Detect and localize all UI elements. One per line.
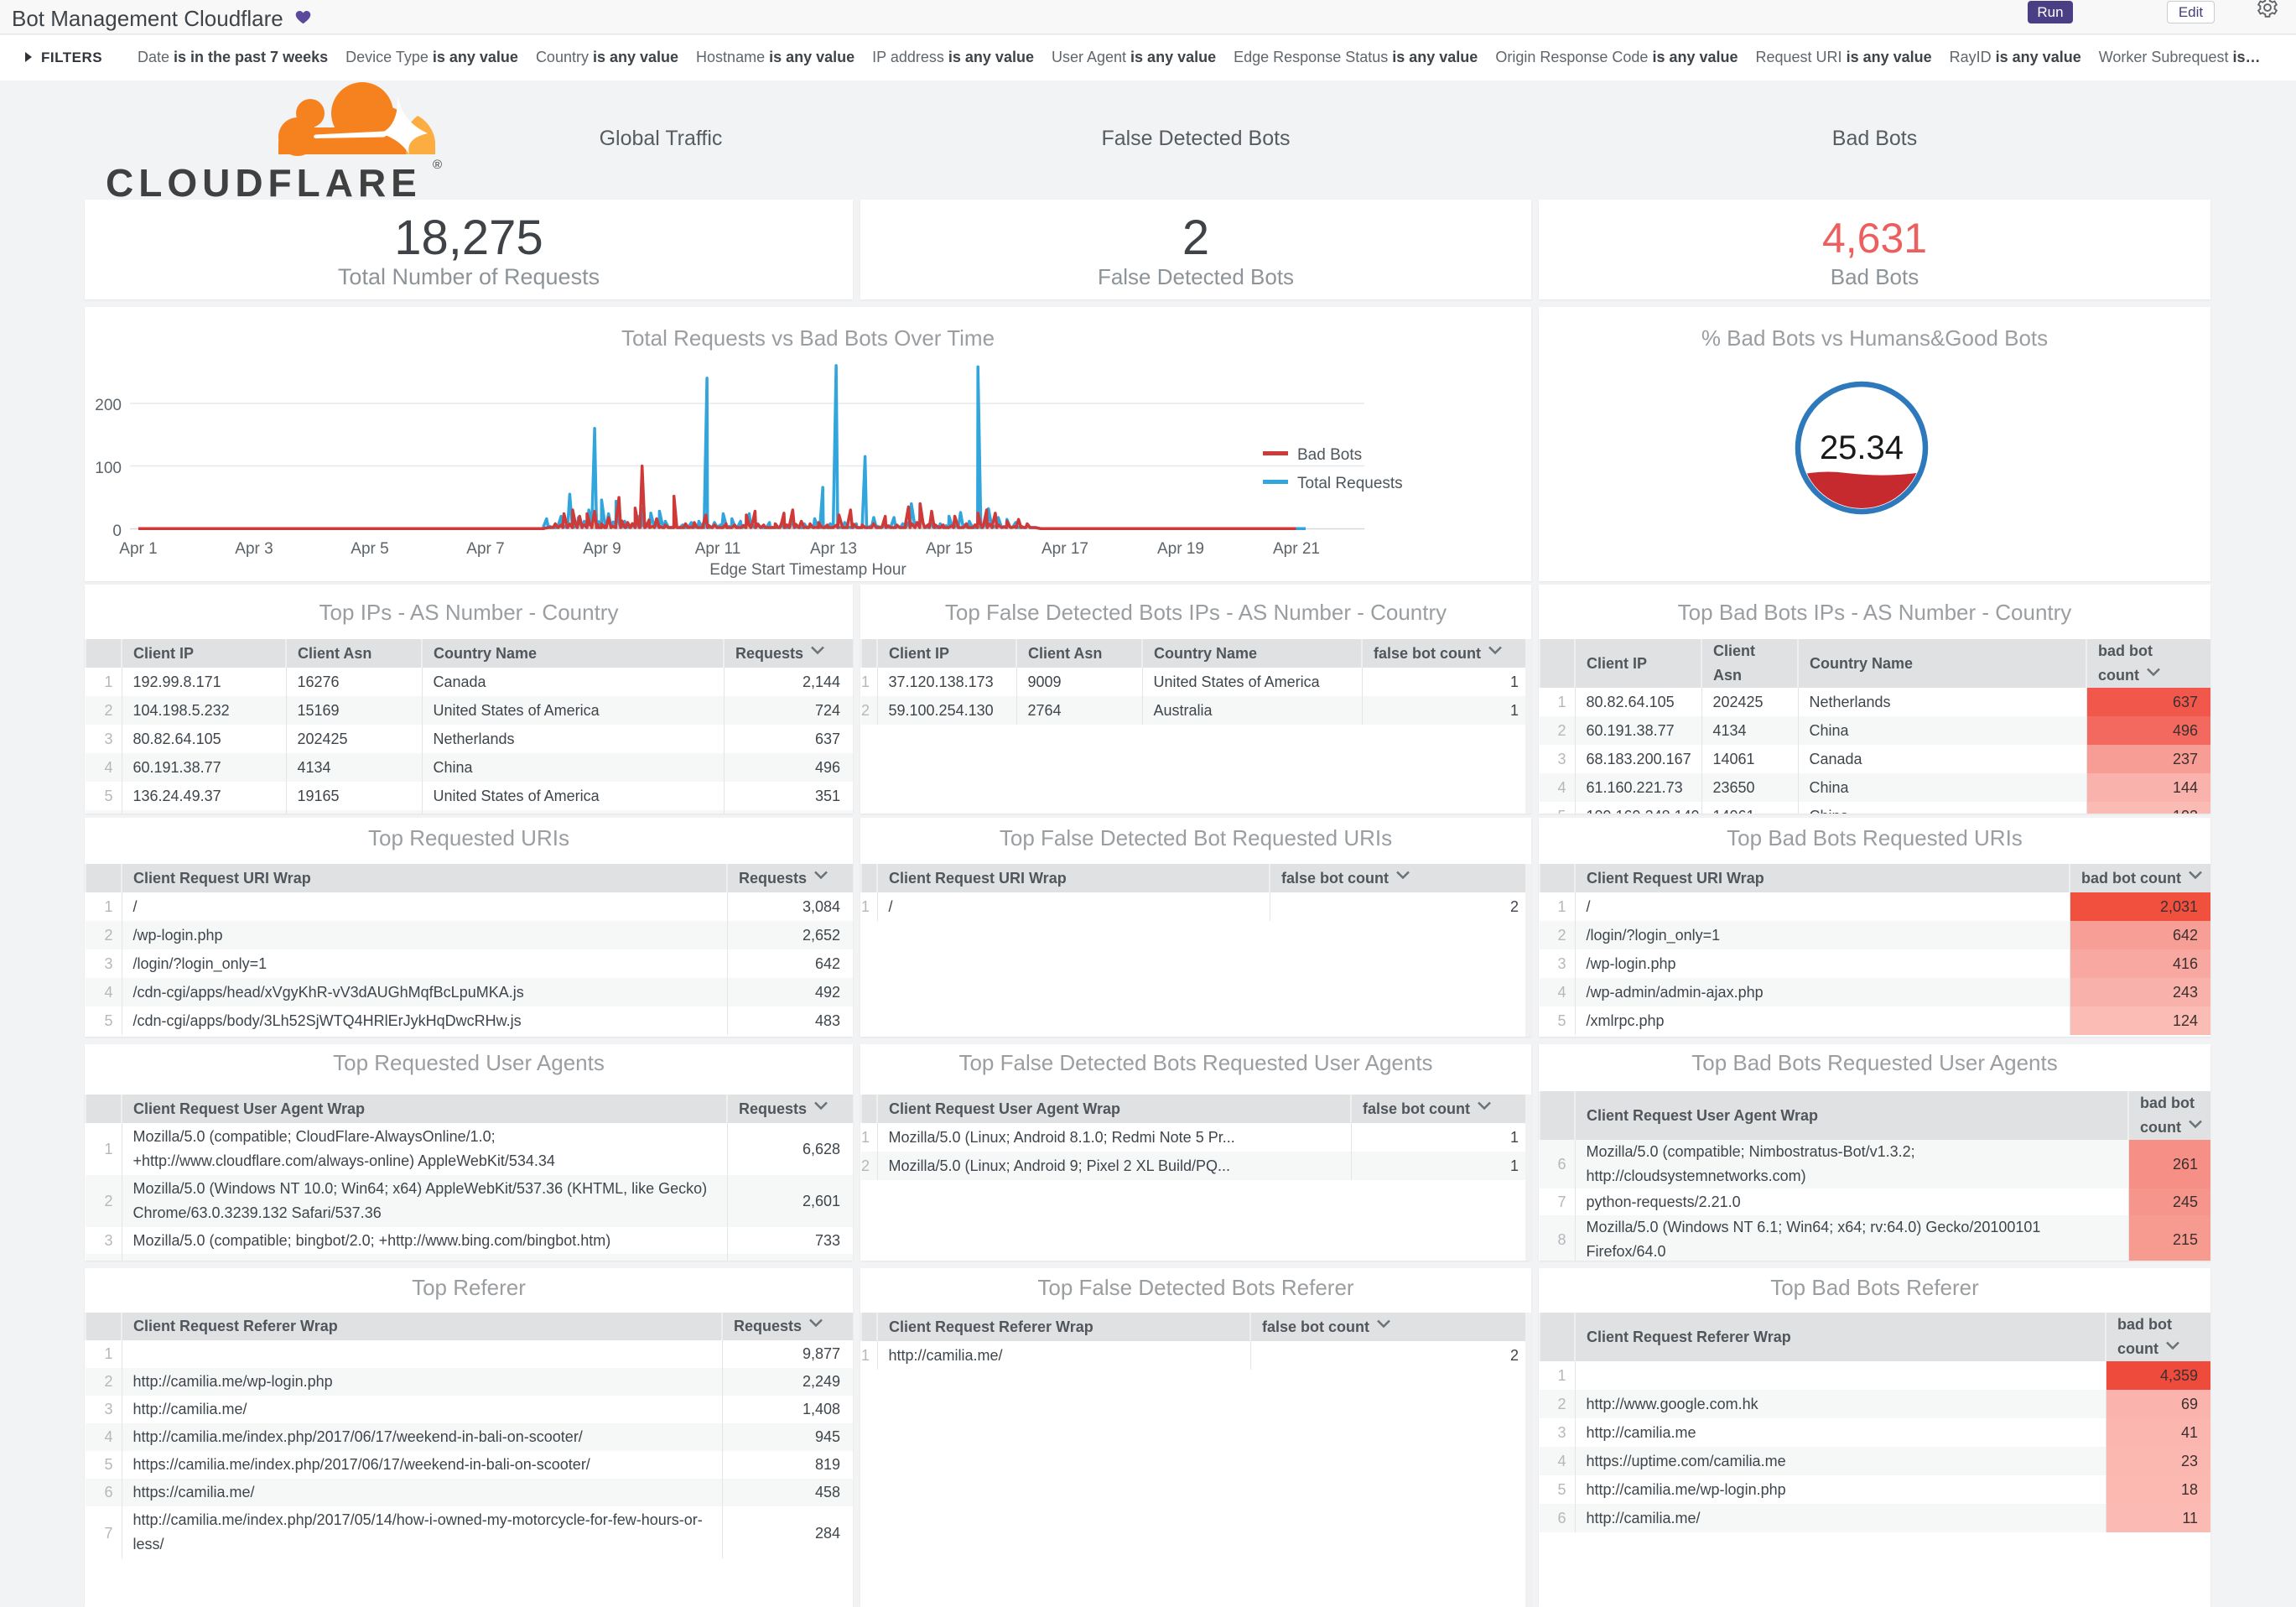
svg-text:Apr 9: Apr 9 [583,540,621,558]
svg-text:Apr 21: Apr 21 [1273,540,1320,558]
svg-text:0: 0 [112,523,122,540]
svg-text:Apr 1: Apr 1 [119,540,157,558]
svg-text:®: ® [433,158,442,172]
svg-text:Apr 13: Apr 13 [810,540,857,558]
svg-text:Apr 3: Apr 3 [235,540,273,558]
svg-text:25.34: 25.34 [1820,429,1904,466]
svg-text:CLOUDFLARE: CLOUDFLARE [106,161,422,203]
svg-text:Apr 15: Apr 15 [926,540,973,558]
svg-text:Apr 17: Apr 17 [1042,540,1088,558]
svg-text:Apr 19: Apr 19 [1157,540,1204,558]
svg-text:Apr 11: Apr 11 [695,540,741,558]
svg-text:200: 200 [95,397,122,414]
svg-text:Apr 7: Apr 7 [466,540,504,558]
svg-text:100: 100 [95,460,122,477]
svg-text:Bad Bots: Bad Bots [1297,446,1362,464]
svg-text:Apr 5: Apr 5 [351,540,388,558]
svg-text:Total Requests: Total Requests [1297,475,1403,492]
